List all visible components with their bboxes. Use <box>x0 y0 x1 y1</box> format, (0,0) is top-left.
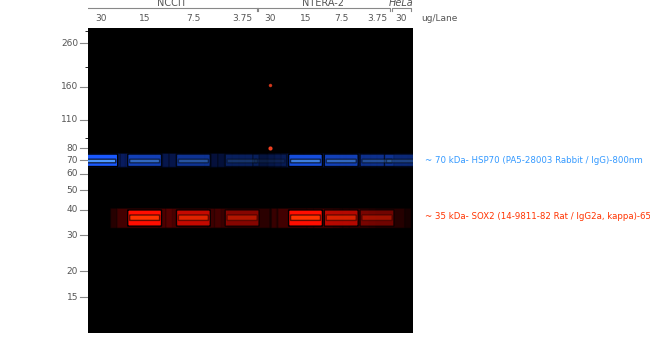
FancyBboxPatch shape <box>352 153 402 168</box>
FancyBboxPatch shape <box>350 208 404 228</box>
FancyBboxPatch shape <box>225 210 259 226</box>
FancyBboxPatch shape <box>289 210 322 226</box>
Text: NTERA-2: NTERA-2 <box>302 0 344 8</box>
FancyBboxPatch shape <box>326 159 356 163</box>
Text: 30: 30 <box>396 14 407 23</box>
FancyBboxPatch shape <box>227 159 257 163</box>
FancyBboxPatch shape <box>64 153 138 168</box>
FancyBboxPatch shape <box>208 208 276 228</box>
FancyBboxPatch shape <box>255 159 285 163</box>
FancyBboxPatch shape <box>377 153 426 168</box>
FancyBboxPatch shape <box>178 215 208 220</box>
FancyBboxPatch shape <box>360 210 394 226</box>
Text: 3.75: 3.75 <box>232 14 252 23</box>
FancyBboxPatch shape <box>120 153 169 168</box>
FancyBboxPatch shape <box>289 154 322 167</box>
Text: 30: 30 <box>95 14 107 23</box>
FancyBboxPatch shape <box>129 215 160 220</box>
Text: 70: 70 <box>66 155 78 164</box>
FancyBboxPatch shape <box>343 208 411 228</box>
FancyBboxPatch shape <box>362 159 392 163</box>
FancyBboxPatch shape <box>253 154 287 167</box>
Text: ug/Lane: ug/Lane <box>421 14 457 23</box>
FancyBboxPatch shape <box>291 215 320 220</box>
Text: HeLa: HeLa <box>389 0 414 8</box>
FancyBboxPatch shape <box>268 153 343 168</box>
FancyBboxPatch shape <box>225 154 259 167</box>
Text: 15: 15 <box>139 14 150 23</box>
FancyBboxPatch shape <box>205 153 280 168</box>
Text: 80: 80 <box>66 144 78 153</box>
Text: ~ 35 kDa- SOX2 (14-9811-82 Rat / IgG2a, kappa)-655nm: ~ 35 kDa- SOX2 (14-9811-82 Rat / IgG2a, … <box>424 212 650 221</box>
FancyBboxPatch shape <box>178 159 208 163</box>
FancyBboxPatch shape <box>117 208 172 228</box>
Text: 30: 30 <box>264 14 276 23</box>
FancyBboxPatch shape <box>86 159 116 163</box>
Text: 30: 30 <box>66 231 78 240</box>
FancyBboxPatch shape <box>218 153 266 168</box>
FancyBboxPatch shape <box>111 208 179 228</box>
FancyBboxPatch shape <box>239 153 300 168</box>
Text: ~ 70 kDa- HSP70 (PA5-28003 Rabbit / IgG)-800nm: ~ 70 kDa- HSP70 (PA5-28003 Rabbit / IgG)… <box>424 155 642 164</box>
FancyBboxPatch shape <box>274 153 337 168</box>
Text: 7.5: 7.5 <box>334 14 348 23</box>
FancyBboxPatch shape <box>177 210 211 226</box>
FancyBboxPatch shape <box>70 153 131 168</box>
FancyBboxPatch shape <box>211 153 273 168</box>
Text: 3.75: 3.75 <box>367 14 387 23</box>
FancyBboxPatch shape <box>346 153 408 168</box>
FancyBboxPatch shape <box>166 208 221 228</box>
FancyBboxPatch shape <box>324 210 358 226</box>
FancyBboxPatch shape <box>162 153 224 168</box>
Text: 15: 15 <box>66 293 78 302</box>
FancyBboxPatch shape <box>339 153 415 168</box>
FancyBboxPatch shape <box>114 153 176 168</box>
FancyBboxPatch shape <box>272 208 339 228</box>
Text: 40: 40 <box>66 205 78 214</box>
FancyBboxPatch shape <box>291 159 320 163</box>
FancyBboxPatch shape <box>364 153 439 168</box>
Text: 160: 160 <box>60 82 78 91</box>
FancyBboxPatch shape <box>77 153 125 168</box>
FancyBboxPatch shape <box>304 153 378 168</box>
FancyBboxPatch shape <box>84 154 118 167</box>
FancyBboxPatch shape <box>227 215 257 220</box>
FancyBboxPatch shape <box>362 215 392 220</box>
FancyBboxPatch shape <box>233 153 307 168</box>
Text: 15: 15 <box>300 14 311 23</box>
FancyBboxPatch shape <box>159 208 228 228</box>
FancyBboxPatch shape <box>214 208 270 228</box>
Text: 60: 60 <box>66 169 78 178</box>
FancyBboxPatch shape <box>107 153 182 168</box>
FancyBboxPatch shape <box>156 153 231 168</box>
FancyBboxPatch shape <box>324 154 358 167</box>
FancyBboxPatch shape <box>317 153 365 168</box>
FancyBboxPatch shape <box>127 210 161 226</box>
FancyBboxPatch shape <box>278 208 333 228</box>
FancyBboxPatch shape <box>307 208 376 228</box>
Text: NCCIT: NCCIT <box>157 0 187 8</box>
FancyBboxPatch shape <box>169 153 218 168</box>
FancyBboxPatch shape <box>246 153 294 168</box>
FancyBboxPatch shape <box>360 154 394 167</box>
FancyBboxPatch shape <box>177 154 211 167</box>
FancyBboxPatch shape <box>384 154 419 167</box>
FancyBboxPatch shape <box>129 159 160 163</box>
FancyBboxPatch shape <box>313 208 369 228</box>
Text: 20: 20 <box>66 267 78 276</box>
FancyBboxPatch shape <box>281 153 330 168</box>
Text: 50: 50 <box>66 186 78 195</box>
FancyBboxPatch shape <box>127 154 161 167</box>
Text: 110: 110 <box>60 116 78 124</box>
FancyBboxPatch shape <box>370 153 432 168</box>
Text: 7.5: 7.5 <box>186 14 201 23</box>
FancyBboxPatch shape <box>326 215 356 220</box>
FancyBboxPatch shape <box>386 159 416 163</box>
FancyBboxPatch shape <box>311 153 372 168</box>
Text: 260: 260 <box>61 39 78 48</box>
